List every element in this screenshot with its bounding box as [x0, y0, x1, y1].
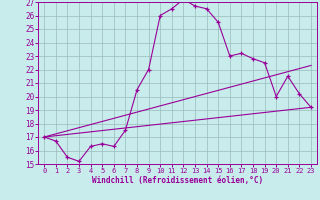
X-axis label: Windchill (Refroidissement éolien,°C): Windchill (Refroidissement éolien,°C) — [92, 176, 263, 185]
